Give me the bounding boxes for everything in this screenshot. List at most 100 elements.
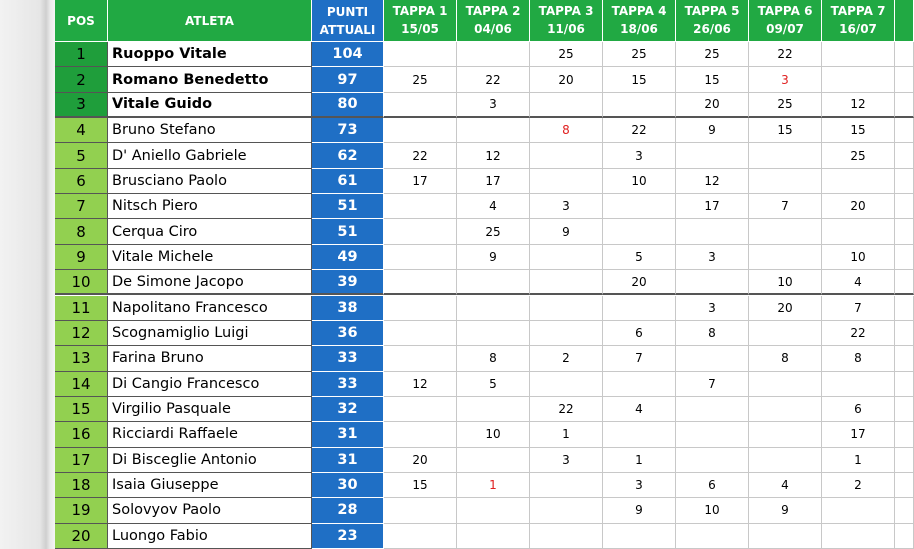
stage-cell: [530, 92, 603, 119]
position: 4: [76, 121, 86, 140]
stage-cell: [530, 320, 603, 347]
header-title: ATLETA: [185, 13, 234, 28]
stage-points: 25: [485, 224, 501, 239]
stage-points: 22: [412, 148, 428, 163]
stage-points: 4: [635, 402, 643, 417]
stage-points: 8: [562, 123, 570, 138]
stage-cell: [676, 523, 749, 549]
stage-cell: [457, 42, 530, 68]
stage-points: 22: [558, 402, 574, 417]
stage-cell: [749, 447, 822, 473]
row-header-strip: [0, 0, 55, 549]
stage-cell-partial: [895, 244, 914, 271]
stage-points: 4: [781, 478, 789, 493]
stage-points: 12: [412, 376, 428, 391]
header-cell: POS: [55, 0, 108, 42]
athlete-cell: Isaia Giuseppe: [108, 472, 312, 499]
stage-cell: 22: [457, 67, 530, 93]
athlete-cell: Cerqua Ciro: [108, 219, 312, 245]
header-cell: ATLETA: [108, 0, 312, 42]
stage-points: 9: [708, 123, 716, 138]
stage-points: 17: [704, 199, 720, 214]
stage-cell: [457, 320, 530, 347]
position: 15: [71, 400, 91, 419]
points-cell: 33: [312, 371, 384, 397]
stage-cell-partial: [895, 194, 914, 220]
stage-cell: 9: [457, 244, 530, 271]
points-cell: 39: [312, 270, 384, 296]
stage-cell: [457, 447, 530, 473]
position: 16: [71, 425, 91, 444]
stage-cell: 12: [822, 92, 895, 119]
stage-points: 9: [635, 503, 643, 518]
stage-cell: 3: [676, 244, 749, 271]
stage-cell: [749, 244, 822, 271]
stage-cell: [603, 295, 676, 321]
position-cell: 20: [55, 523, 108, 549]
stage-points: 8: [708, 326, 716, 341]
stage-points: 20: [412, 452, 428, 467]
stage-cell: 12: [457, 143, 530, 169]
athlete-name: Cerqua Ciro: [112, 223, 198, 240]
stage-points: 3: [635, 148, 643, 163]
athlete-cell: Scognamiglio Luigi: [108, 320, 312, 347]
stage-cell: [530, 270, 603, 296]
stage-cell: [822, 371, 895, 397]
points-cell: 51: [312, 219, 384, 245]
athlete-cell: Virgilio Pasquale: [108, 396, 312, 423]
stage-points: 20: [777, 300, 793, 315]
stage-cell: [384, 219, 457, 245]
position: 2: [76, 70, 86, 89]
stage-cell: [530, 143, 603, 169]
stage-cell: [530, 498, 603, 524]
stage-points: 6: [635, 326, 643, 341]
stage-cell: [676, 346, 749, 372]
stage-points: 9: [489, 249, 497, 264]
athlete-name: Vitale Guido: [112, 96, 213, 113]
position-cell: 18: [55, 472, 108, 499]
points: 39: [337, 273, 358, 290]
stage-cell: [384, 320, 457, 347]
stage-points: 17: [485, 173, 501, 188]
stage-cell: 22: [384, 143, 457, 169]
stage-points: 3: [489, 97, 497, 112]
stage-cell: 17: [822, 422, 895, 448]
athlete-cell: Solovyov Paolo: [108, 498, 312, 524]
stage-cell: [676, 396, 749, 423]
stage-cell: [749, 143, 822, 169]
position-cell: 12: [55, 320, 108, 347]
position-cell: 15: [55, 396, 108, 423]
athlete-name: Solovyov Paolo: [112, 502, 221, 519]
position-cell: 17: [55, 447, 108, 473]
header-cell: PUNTI ATTUALI: [312, 0, 384, 42]
position-cell: 8: [55, 219, 108, 245]
stage-points: 6: [708, 478, 716, 493]
stage-cell: [384, 194, 457, 220]
points-cell: 36: [312, 320, 384, 347]
stage-points: 2: [854, 478, 862, 493]
stage-cell: [457, 118, 530, 144]
stage-cell: [384, 295, 457, 321]
stage-cell: [530, 371, 603, 397]
stage-cell: [457, 295, 530, 321]
position: 9: [76, 247, 86, 266]
stage-cell: 25: [530, 42, 603, 68]
stage-cell-partial: [895, 320, 914, 347]
stage-cell: 6: [822, 396, 895, 423]
stage-points: 12: [485, 148, 501, 163]
stage-cell: [822, 219, 895, 245]
stage-points: 20: [558, 72, 574, 87]
stage-cell: [749, 422, 822, 448]
stage-cell: 6: [603, 320, 676, 347]
stage-cell-partial: [895, 472, 914, 499]
athlete-name: Farina Bruno: [112, 350, 204, 367]
stage-cell: [384, 396, 457, 423]
points: 31: [337, 451, 358, 468]
position-cell: 14: [55, 371, 108, 397]
athlete-name: Di Cangio Francesco: [112, 375, 260, 392]
stage-cell: 17: [676, 194, 749, 220]
position-cell: 16: [55, 422, 108, 448]
stage-cell: 8: [749, 346, 822, 372]
stage-cell: 4: [822, 270, 895, 296]
stage-cell: [384, 92, 457, 119]
